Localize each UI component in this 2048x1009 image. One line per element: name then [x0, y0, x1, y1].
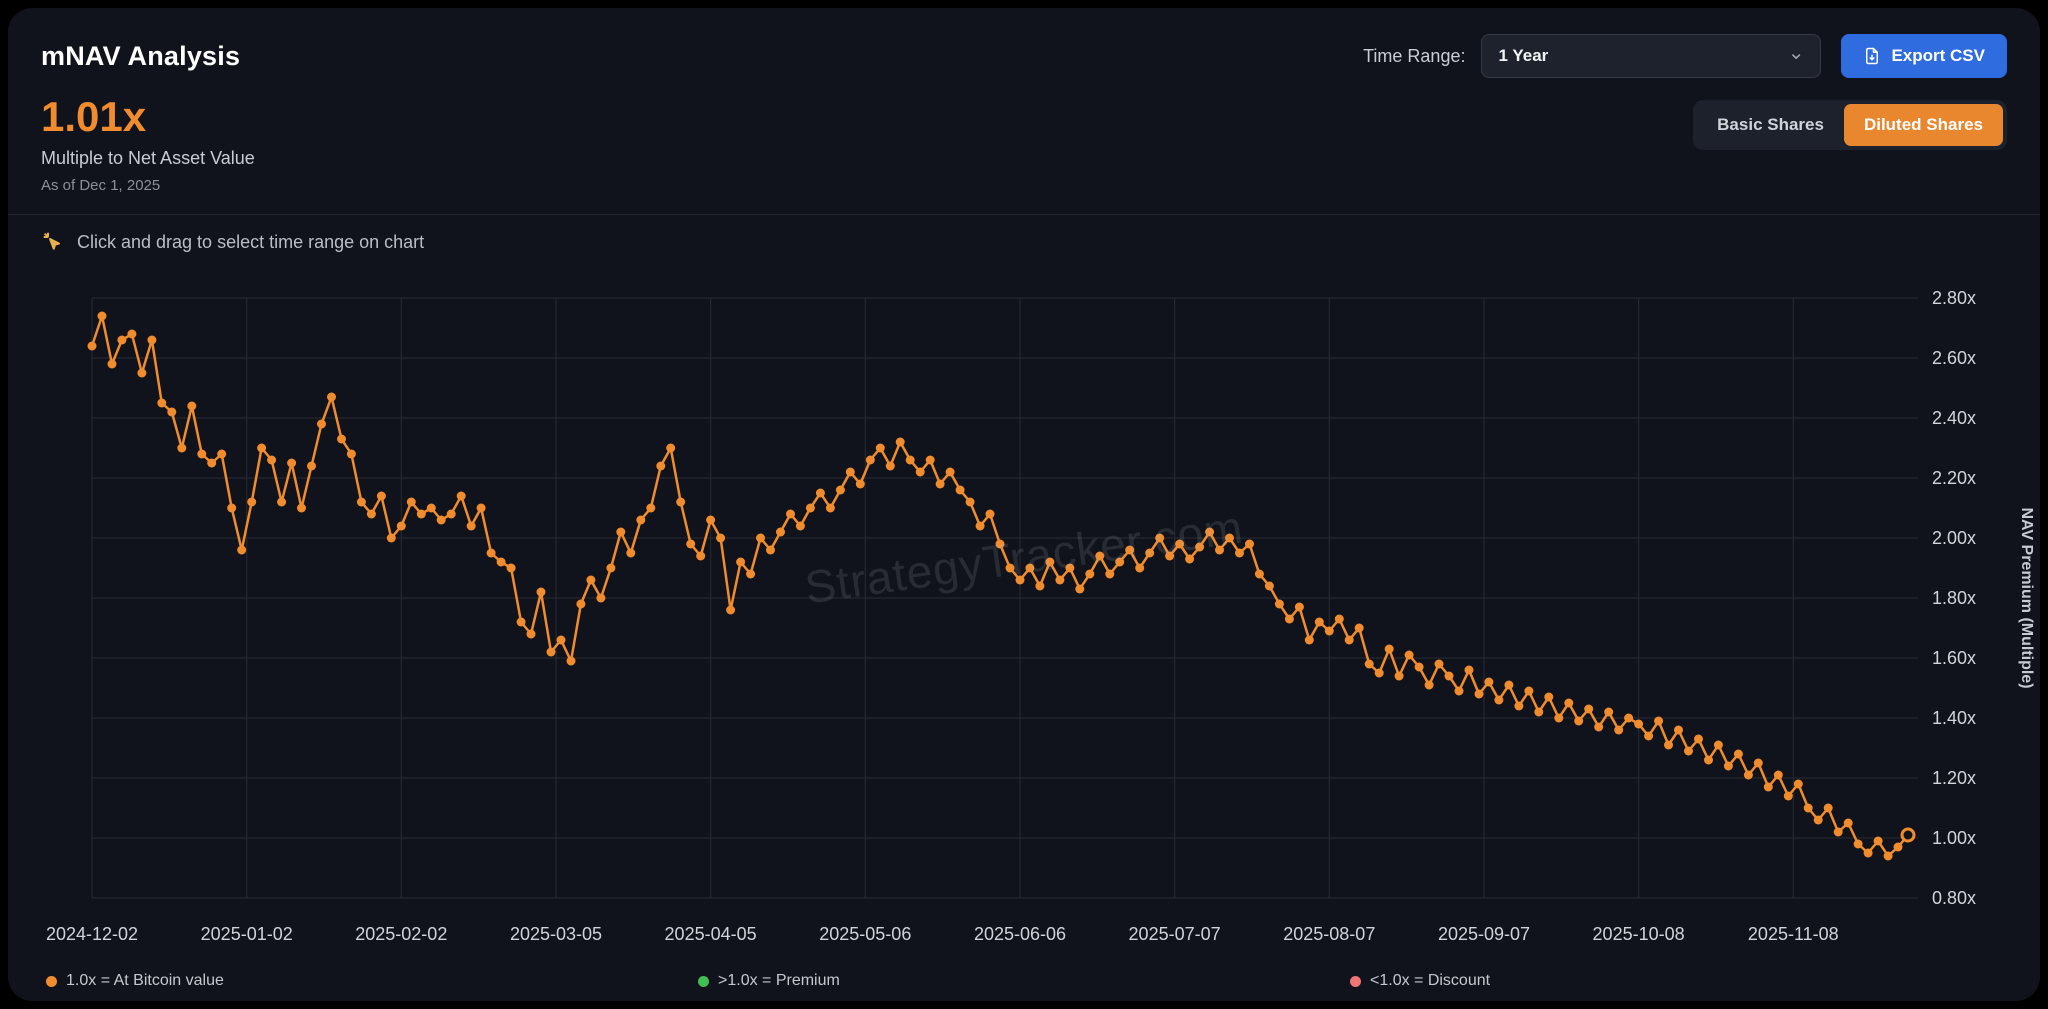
shares-toggle: Basic Shares Diluted Shares [1693, 100, 2007, 150]
svg-text:2025-03-05: 2025-03-05 [510, 924, 602, 944]
time-range-label: Time Range: [1363, 45, 1466, 66]
page-title: mNAV Analysis [41, 40, 241, 71]
svg-text:1.20x: 1.20x [1932, 768, 1976, 788]
svg-text:2025-06-06: 2025-06-06 [974, 924, 1066, 944]
svg-text:1.80x: 1.80x [1932, 588, 1976, 608]
legend-label: <1.0x = Discount [1370, 972, 1491, 990]
svg-text:2.80x: 2.80x [1932, 288, 1976, 308]
svg-text:1.00x: 1.00x [1932, 828, 1976, 848]
legend-label: 1.0x = At Bitcoin value [66, 972, 224, 990]
time-range-group: Time Range: 1 Year ⌄ Export CSV [1363, 34, 2007, 78]
svg-text:0.80x: 0.80x [1932, 888, 1976, 908]
diluted-shares-button[interactable]: Diluted Shares [1843, 104, 2003, 146]
export-csv-label: Export CSV [1891, 46, 1985, 65]
legend-item-discount: <1.0x = Discount [1350, 972, 2002, 990]
chart-hint-text: Click and drag to select time range on c… [77, 231, 425, 252]
mnav-chart[interactable]: 0.80x 1.00x 1.20x 1.40x 1.60x 1.80x 2.00x 2.20x… [8, 260, 2040, 966]
svg-text:2025-09-07: 2025-09-07 [1438, 924, 1530, 944]
legend-label: >1.0x = Premium [718, 972, 840, 990]
svg-text:2025-02-02: 2025-02-02 [355, 924, 447, 944]
svg-text:2025-04-05: 2025-04-05 [665, 924, 757, 944]
mnav-value: 1.01x [41, 93, 147, 140]
green-dot-icon [698, 975, 709, 987]
svg-text:2025-01-02: 2025-01-02 [201, 924, 293, 944]
mnav-analysis-panel: mNAV Analysis Time Range: 1 Year ⌄ Expor… [8, 8, 2040, 1001]
click-drag-icon [41, 230, 65, 254]
svg-text:2024-12-02: 2024-12-02 [46, 924, 138, 944]
time-range-value: 1 Year [1498, 46, 1549, 65]
chevron-down-icon: ⌄ [1787, 42, 1805, 64]
mnav-value-label: Multiple to Net Asset Value [41, 148, 255, 169]
as-of-date: As of Dec 1, 2025 [41, 177, 161, 195]
export-csv-button[interactable]: Export CSV [1841, 34, 2007, 78]
chart-hint: Click and drag to select time range on c… [8, 215, 2040, 260]
summary-bar: 1.01x Multiple to Net Asset Value As of … [8, 78, 2040, 214]
legend-item-premium: >1.0x = Premium [698, 972, 1350, 990]
red-dot-icon [1350, 975, 1361, 987]
time-range-select[interactable]: 1 Year ⌄ [1481, 34, 1822, 78]
svg-text:2025-10-08: 2025-10-08 [1593, 924, 1685, 944]
file-download-icon [1863, 47, 1881, 65]
legend-item-at-value: 1.0x = At Bitcoin value [46, 972, 698, 990]
svg-text:1.40x: 1.40x [1932, 708, 1976, 728]
section-divider [8, 214, 2040, 216]
svg-text:1.60x: 1.60x [1932, 648, 1976, 668]
summary-block: 1.01x Multiple to Net Asset Value As of … [41, 93, 255, 195]
header-bar: mNAV Analysis Time Range: 1 Year ⌄ Expor… [8, 8, 2040, 78]
svg-text:2.40x: 2.40x [1932, 408, 1976, 428]
svg-text:NAV Premium (Multiple): NAV Premium (Multiple) [2018, 508, 2035, 689]
svg-text:2025-08-07: 2025-08-07 [1283, 924, 1375, 944]
chart-canvas[interactable]: 0.80x 1.00x 1.20x 1.40x 1.60x 1.80x 2.00x 2.20x… [8, 260, 2040, 966]
svg-text:2.60x: 2.60x [1932, 348, 1976, 368]
orange-dot-icon [46, 975, 57, 987]
basic-shares-button[interactable]: Basic Shares [1697, 104, 1844, 146]
svg-text:2025-05-06: 2025-05-06 [819, 924, 911, 944]
svg-text:2.20x: 2.20x [1932, 468, 1976, 488]
svg-text:2025-11-08: 2025-11-08 [1748, 924, 1839, 944]
svg-text:2025-07-07: 2025-07-07 [1129, 924, 1221, 944]
chart-legend: 1.0x = At Bitcoin value >1.0x = Premium … [8, 966, 2040, 990]
svg-text:2.00x: 2.00x [1932, 528, 1976, 548]
